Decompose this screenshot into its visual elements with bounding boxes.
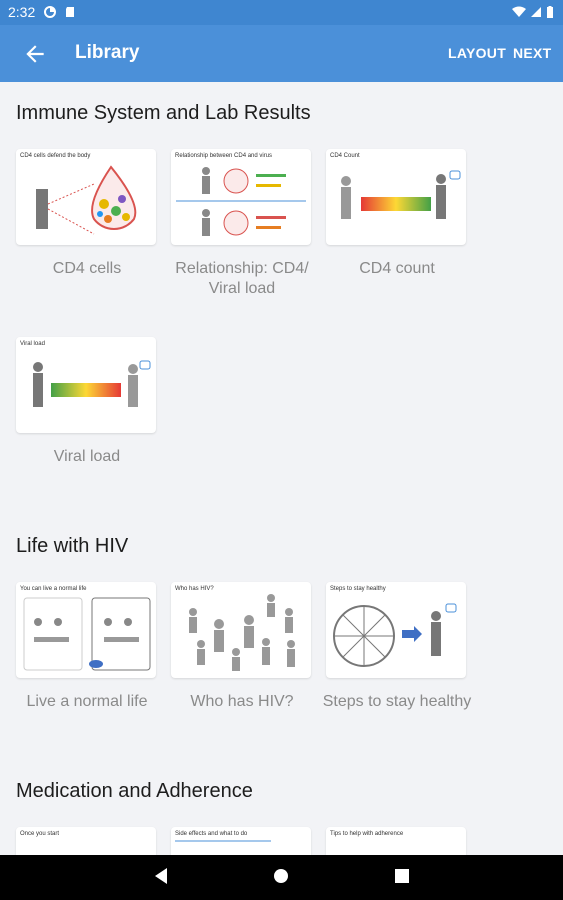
steps-healthy-illustration xyxy=(333,603,457,667)
card-thumbnail: CD4 Count xyxy=(326,149,466,245)
wifi-icon xyxy=(512,6,526,17)
card-steps-to-stay-healthy[interactable]: Steps to stay healthy Steps to stay heal… xyxy=(323,582,471,712)
system-nav-bar xyxy=(0,855,563,900)
card-label: Viral load xyxy=(53,448,121,465)
who-has-hiv-illustration xyxy=(189,594,295,671)
cd4-cells-illustration xyxy=(36,165,137,235)
card-adherence-tips[interactable]: Tips to help with adherence xyxy=(326,827,468,855)
card-live-normal-life[interactable]: You can live a normal life Live a normal… xyxy=(16,582,158,712)
card-label: Live a normal life xyxy=(26,693,148,710)
card-cd4-count[interactable]: CD4 Count CD4 count xyxy=(326,149,468,279)
card-thumbnail: Who has HIV? xyxy=(171,582,311,678)
card-thumbnail: Side effects and what to do xyxy=(171,827,311,855)
cd4-count-illustration xyxy=(341,170,461,219)
section-title-immune: Immune System and Lab Results xyxy=(16,102,311,124)
card-side-effects[interactable]: Side effects and what to do xyxy=(171,827,313,855)
sd-card-icon xyxy=(66,7,74,17)
section-title-life-with-hiv: Life with HIV xyxy=(16,535,129,557)
signal-icon xyxy=(531,7,541,17)
status-time: 2:32 xyxy=(8,4,36,20)
thumbnail-heading: Steps to stay healthy xyxy=(330,586,386,592)
card-thumbnail: Steps to stay healthy xyxy=(326,582,466,678)
page-title: Library xyxy=(75,42,140,63)
card-label: Steps to stay healthy xyxy=(322,693,472,710)
card-label: CD4 count xyxy=(359,260,435,277)
thumbnail-heading: Side effects and what to do xyxy=(175,831,248,837)
sync-icon xyxy=(44,6,56,18)
card-label: CD4 cells xyxy=(52,260,122,277)
viral-load-illustration xyxy=(33,360,151,407)
card-thumbnail: CD4 cells defend the body xyxy=(16,149,156,245)
card-label: Who has HIV? xyxy=(190,693,294,710)
nav-home-icon[interactable] xyxy=(273,867,289,885)
nav-recents-icon[interactable] xyxy=(394,867,410,885)
arrow-left-icon[interactable] xyxy=(22,41,48,67)
card-relationship-cd4-viral-load[interactable]: Relationship between CD4 and virus Relat… xyxy=(171,149,313,299)
app-bar: Library LAYOUT NEXT xyxy=(0,25,563,82)
thumbnail-heading: Relationship between CD4 and virus xyxy=(175,153,273,159)
layout-button[interactable]: LAYOUT xyxy=(448,45,507,61)
thumbnail-heading: Who has HIV? xyxy=(175,586,214,592)
thumbnail-heading: CD4 cells defend the body xyxy=(20,153,91,159)
section-title-medication: Medication and Adherence xyxy=(16,780,253,802)
thumbnail-heading: You can live a normal life xyxy=(20,586,87,592)
thumbnail-heading: CD4 Count xyxy=(330,153,360,159)
thumbnail-heading: Tips to help with adherence xyxy=(330,831,404,837)
card-thumbnail: Viral load xyxy=(16,337,156,433)
thumbnail-heading: Viral load xyxy=(20,341,45,347)
card-thumbnail: You can live a normal life xyxy=(16,582,156,678)
library-content[interactable]: Immune System and Lab Results CD4 cells … xyxy=(0,82,563,855)
side-effects-underline xyxy=(175,840,271,842)
next-button[interactable]: NEXT xyxy=(513,45,552,61)
thumbnail-heading: Once you start xyxy=(20,831,60,837)
card-cd4-cells[interactable]: CD4 cells defend the body CD4 cells xyxy=(16,149,158,279)
card-who-has-hiv[interactable]: Who has HIV? Who has HIV? xyxy=(171,582,313,712)
card-thumbnail: Tips to help with adherence xyxy=(326,827,466,855)
status-bar: 2:32 xyxy=(0,0,563,25)
card-thumbnail: Once you start xyxy=(16,827,156,855)
battery-icon xyxy=(547,6,553,18)
card-once-you-start[interactable]: Once you start xyxy=(16,827,158,855)
card-thumbnail: Relationship between CD4 and virus xyxy=(171,149,311,245)
nav-back-icon[interactable] xyxy=(153,867,169,885)
relationship-illustration xyxy=(176,167,306,236)
card-label: Relationship: CD4/ Viral load xyxy=(175,260,309,297)
normal-life-illustration xyxy=(23,597,151,671)
card-viral-load[interactable]: Viral load Viral load xyxy=(16,337,158,467)
